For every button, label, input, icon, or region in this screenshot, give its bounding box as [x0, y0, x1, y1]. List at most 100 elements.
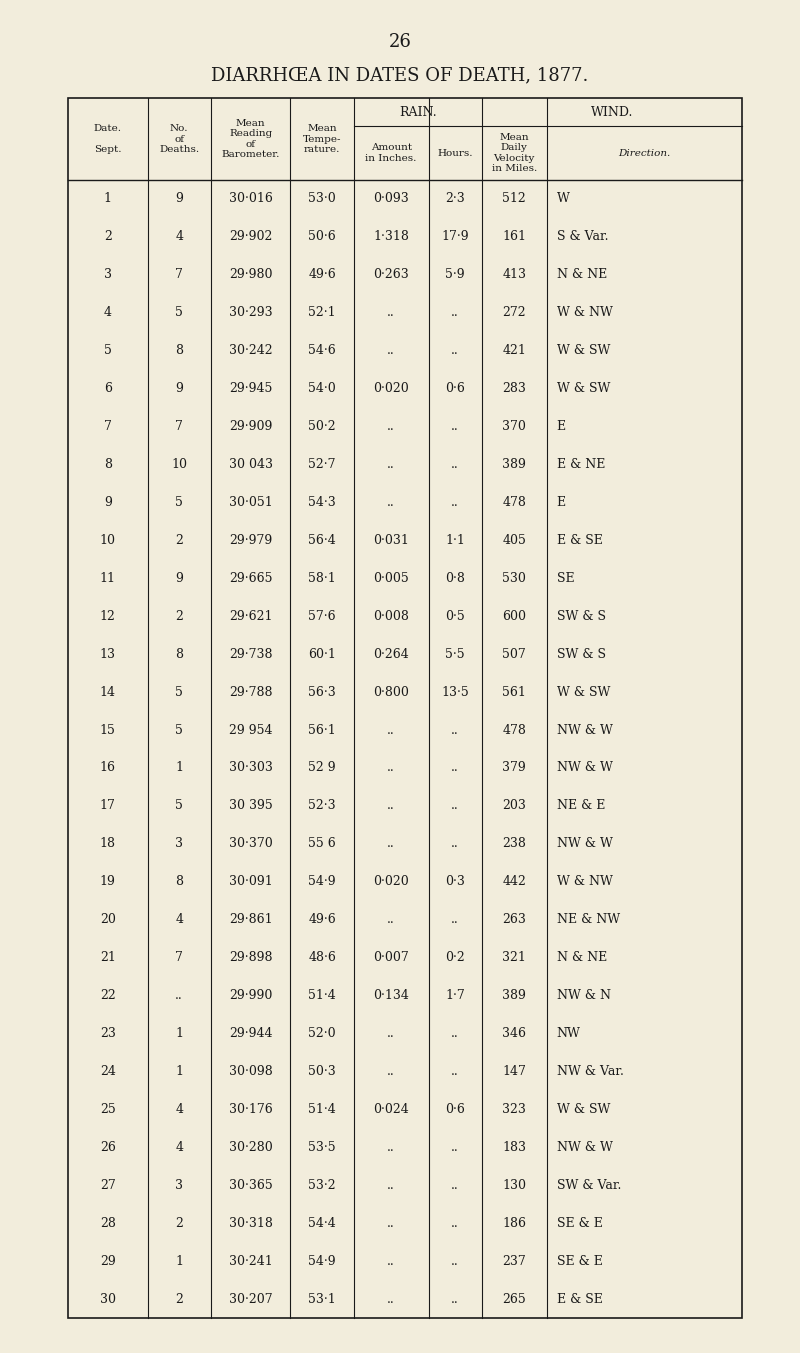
Text: 0·020: 0·020 [374, 875, 409, 889]
Text: 30·303: 30·303 [229, 762, 273, 774]
Text: 13·5: 13·5 [442, 686, 469, 698]
Text: 30·318: 30·318 [229, 1216, 273, 1230]
Text: 203: 203 [502, 800, 526, 812]
Text: 323: 323 [502, 1103, 526, 1116]
Text: 54·6: 54·6 [308, 344, 336, 357]
Text: 379: 379 [502, 762, 526, 774]
Text: 30·098: 30·098 [229, 1065, 273, 1078]
Text: 0·800: 0·800 [374, 686, 409, 698]
Text: 30 043: 30 043 [229, 459, 273, 471]
Text: 29·861: 29·861 [229, 913, 273, 927]
Text: ..: .. [451, 800, 459, 812]
Text: ..: .. [387, 419, 395, 433]
Text: 5: 5 [175, 306, 183, 319]
Text: 1: 1 [175, 1065, 183, 1078]
Text: 5·5: 5·5 [446, 648, 465, 660]
Text: Mean
Daily
Velocity
in Miles.: Mean Daily Velocity in Miles. [491, 133, 537, 173]
Text: 52·1: 52·1 [308, 306, 336, 319]
Text: 5: 5 [104, 344, 112, 357]
Text: ..: .. [387, 1254, 395, 1268]
Text: 55 6: 55 6 [308, 838, 336, 850]
Text: 29·738: 29·738 [229, 648, 273, 660]
Text: 0·5: 0·5 [446, 610, 465, 622]
Text: 2: 2 [104, 230, 112, 244]
Text: SW & Var.: SW & Var. [557, 1178, 621, 1192]
Text: 238: 238 [502, 838, 526, 850]
Text: 16: 16 [100, 762, 116, 774]
Text: 50·2: 50·2 [308, 419, 336, 433]
Text: 405: 405 [502, 534, 526, 547]
Text: 9: 9 [175, 572, 183, 584]
Text: 52 9: 52 9 [308, 762, 336, 774]
Text: 30·207: 30·207 [229, 1292, 273, 1306]
Text: W & SW: W & SW [557, 382, 610, 395]
Text: 130: 130 [502, 1178, 526, 1192]
Text: 442: 442 [502, 875, 526, 889]
Text: 8: 8 [175, 875, 183, 889]
Text: ..: .. [451, 1292, 459, 1306]
Text: W & SW: W & SW [557, 1103, 610, 1116]
Text: 530: 530 [502, 572, 526, 584]
Text: 3: 3 [175, 1178, 183, 1192]
Text: 51·4: 51·4 [308, 1103, 336, 1116]
Text: E: E [557, 497, 566, 509]
Text: ..: .. [451, 419, 459, 433]
Text: ..: .. [451, 1216, 459, 1230]
Text: 53·5: 53·5 [308, 1141, 336, 1154]
Text: 50·3: 50·3 [308, 1065, 336, 1078]
Text: 600: 600 [502, 610, 526, 622]
Text: Date.
 
Sept.: Date. Sept. [94, 124, 122, 154]
Text: NW: NW [557, 1027, 581, 1040]
Text: 58·1: 58·1 [308, 572, 336, 584]
Text: 53·2: 53·2 [308, 1178, 336, 1192]
Text: 1: 1 [175, 1027, 183, 1040]
Text: Direction.: Direction. [618, 149, 670, 157]
Text: Hours.: Hours. [438, 149, 473, 157]
Text: 19: 19 [100, 875, 116, 889]
Text: 2: 2 [175, 1216, 183, 1230]
Text: 7: 7 [175, 268, 183, 281]
Text: Mean
Reading
of
Barometer.: Mean Reading of Barometer. [222, 119, 280, 160]
Text: RAIN.: RAIN. [399, 106, 437, 119]
Text: 478: 478 [502, 724, 526, 736]
Text: 29·944: 29·944 [229, 1027, 273, 1040]
Text: 4: 4 [175, 913, 183, 927]
Text: 27: 27 [100, 1178, 116, 1192]
Text: 56·3: 56·3 [308, 686, 336, 698]
Text: ..: .. [387, 1141, 395, 1154]
Text: 4: 4 [175, 1141, 183, 1154]
Text: 0·6: 0·6 [446, 382, 465, 395]
Text: 321: 321 [502, 951, 526, 965]
Text: 5: 5 [175, 497, 183, 509]
Text: 30·370: 30·370 [229, 838, 273, 850]
Text: NW & W: NW & W [557, 724, 613, 736]
Text: 265: 265 [502, 1292, 526, 1306]
Text: 54·0: 54·0 [308, 382, 336, 395]
Text: 30·091: 30·091 [229, 875, 273, 889]
Text: 8: 8 [175, 648, 183, 660]
Text: 52·0: 52·0 [308, 1027, 336, 1040]
Text: 13: 13 [100, 648, 116, 660]
Text: 24: 24 [100, 1065, 116, 1078]
Text: 1·7: 1·7 [446, 989, 465, 1003]
Text: 161: 161 [502, 230, 526, 244]
Text: NW & N: NW & N [557, 989, 610, 1003]
Text: ..: .. [175, 989, 183, 1003]
Text: 0·005: 0·005 [374, 572, 409, 584]
Text: ..: .. [451, 1178, 459, 1192]
Text: 29·909: 29·909 [229, 419, 272, 433]
Text: ..: .. [451, 497, 459, 509]
Text: ..: .. [387, 1065, 395, 1078]
Text: ..: .. [387, 1216, 395, 1230]
Text: 29·902: 29·902 [229, 230, 272, 244]
Text: 54·9: 54·9 [308, 875, 336, 889]
Text: 389: 389 [502, 459, 526, 471]
Text: 561: 561 [502, 686, 526, 698]
Text: 413: 413 [502, 268, 526, 281]
Text: N & NE: N & NE [557, 951, 606, 965]
Text: 263: 263 [502, 913, 526, 927]
Text: 12: 12 [100, 610, 116, 622]
Text: 50·6: 50·6 [308, 230, 336, 244]
Text: 1: 1 [175, 1254, 183, 1268]
Text: NW & Var.: NW & Var. [557, 1065, 623, 1078]
